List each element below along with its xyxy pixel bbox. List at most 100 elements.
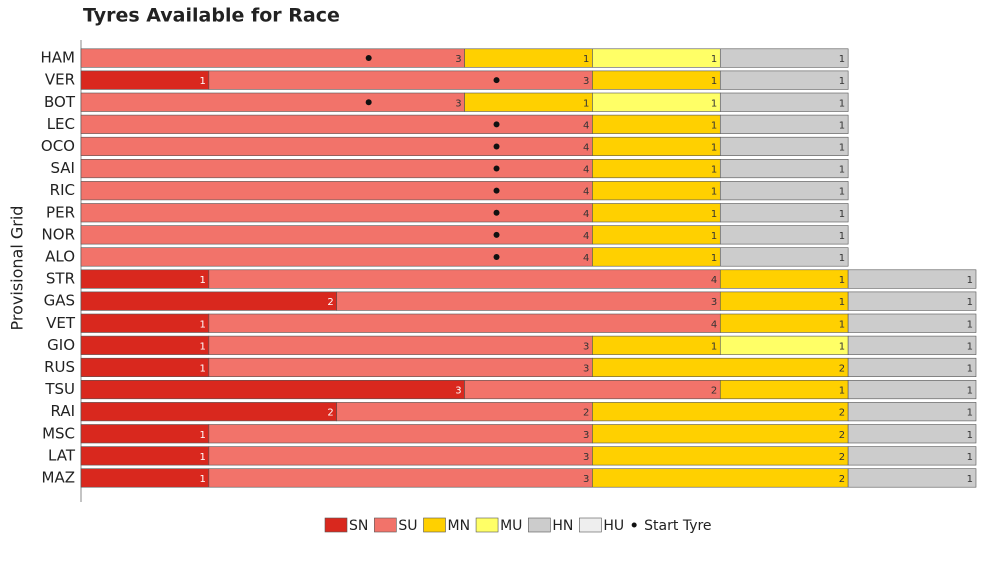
- y-tick-label: NOR: [42, 225, 75, 243]
- legend-label: Start Tyre: [644, 518, 711, 534]
- bar-segment: [80, 402, 338, 422]
- value-label: 1: [199, 341, 205, 352]
- value-label: 4: [583, 253, 589, 264]
- bar-segment: [719, 335, 849, 355]
- value-label: 2: [839, 430, 845, 441]
- value-label: 3: [583, 363, 589, 374]
- legend-label: SN: [349, 518, 368, 534]
- legend-start-dot: [631, 522, 637, 528]
- bar-segment: [464, 92, 593, 112]
- value-label: 1: [967, 363, 973, 374]
- value-label: 1: [839, 98, 845, 109]
- bar-segment: [592, 114, 721, 134]
- value-label: 1: [839, 253, 845, 264]
- value-label: 3: [711, 297, 717, 308]
- y-tick-label: MSC: [42, 424, 75, 442]
- legend-label: MN: [448, 518, 471, 534]
- value-label: 1: [199, 319, 205, 330]
- value-label: 1: [711, 142, 717, 153]
- bar-segment: [592, 424, 849, 444]
- y-tick-label: VER: [45, 71, 75, 89]
- bar-segment: [80, 159, 593, 179]
- value-label: 1: [967, 408, 973, 419]
- y-tick-label: STR: [46, 270, 75, 288]
- value-label: 1: [839, 142, 845, 153]
- value-label: 2: [711, 386, 717, 397]
- start-tyre-dot: [493, 143, 500, 150]
- y-tick-label: GIO: [47, 336, 75, 354]
- value-label: 3: [583, 452, 589, 463]
- value-label: 1: [839, 341, 845, 352]
- value-label: 1: [839, 275, 845, 286]
- bar-segment: [719, 92, 849, 112]
- y-tick-label: RUS: [44, 358, 75, 376]
- start-tyre-dot: [493, 231, 500, 238]
- value-label: 1: [199, 430, 205, 441]
- value-label: 4: [583, 142, 589, 153]
- bar-segment: [208, 424, 593, 444]
- bar-segment: [719, 48, 849, 68]
- bar-segment: [719, 379, 849, 400]
- bar-segment: [80, 136, 593, 156]
- legend-swatch: [579, 517, 602, 533]
- bar-segment: [208, 468, 593, 488]
- start-tyre-dot: [493, 165, 500, 172]
- value-label: 1: [711, 187, 717, 198]
- bar-segment: [719, 114, 849, 134]
- value-label: 1: [839, 297, 845, 308]
- bar-segment: [208, 313, 721, 333]
- bar-segment: [847, 424, 977, 444]
- chart-title: Tyres Available for Race: [83, 5, 340, 27]
- value-label: 1: [199, 452, 205, 463]
- y-tick-label: TSU: [44, 380, 75, 398]
- y-tick-label: VET: [46, 314, 76, 332]
- bar-segment: [336, 402, 593, 422]
- bar-segment: [208, 357, 593, 378]
- value-label: 4: [711, 275, 717, 286]
- value-label: 2: [839, 408, 845, 419]
- value-label: 1: [711, 98, 717, 109]
- bar-segment: [719, 313, 849, 333]
- bar-segment: [80, 468, 210, 488]
- start-tyre-dot: [493, 121, 500, 128]
- bar-segment: [847, 468, 977, 488]
- value-label: 1: [583, 98, 589, 109]
- value-label: 1: [711, 120, 717, 131]
- bar-segment: [80, 225, 593, 245]
- bar-segment: [592, 70, 721, 90]
- value-label: 1: [839, 76, 845, 87]
- start-tyre-dot: [493, 77, 500, 84]
- legend-label: HN: [552, 518, 573, 534]
- value-label: 1: [711, 253, 717, 264]
- bar-segment: [80, 181, 593, 201]
- bar-segment: [719, 269, 849, 289]
- value-label: 1: [839, 231, 845, 242]
- value-label: 2: [839, 452, 845, 463]
- bar-segment: [847, 379, 977, 400]
- bar-segment: [80, 247, 593, 267]
- legend-swatch: [475, 517, 499, 533]
- value-label: 4: [583, 120, 589, 131]
- y-tick-label: OCO: [41, 137, 75, 155]
- value-label: 3: [455, 54, 461, 65]
- bar-segment: [80, 379, 465, 400]
- value-label: 1: [711, 165, 717, 176]
- y-tick-label: MAZ: [42, 468, 75, 486]
- legend-swatch: [324, 517, 348, 533]
- value-label: 1: [839, 120, 845, 131]
- y-tick-label: BOT: [44, 93, 76, 111]
- y-tick-label: PER: [46, 203, 75, 221]
- y-axis-label: Provisional Grid: [8, 206, 27, 331]
- bar-segment: [80, 424, 210, 444]
- value-label: 1: [967, 452, 973, 463]
- bar-segment: [719, 225, 849, 245]
- value-label: 4: [583, 165, 589, 176]
- bar-segment: [592, 48, 721, 68]
- bar-segment: [847, 335, 977, 355]
- start-tyre-dot: [493, 253, 500, 260]
- bar-segment: [464, 48, 593, 68]
- bar-segment: [80, 70, 210, 90]
- value-label: 3: [455, 98, 461, 109]
- bar-segment: [592, 225, 721, 245]
- legend-label: HU: [603, 518, 624, 534]
